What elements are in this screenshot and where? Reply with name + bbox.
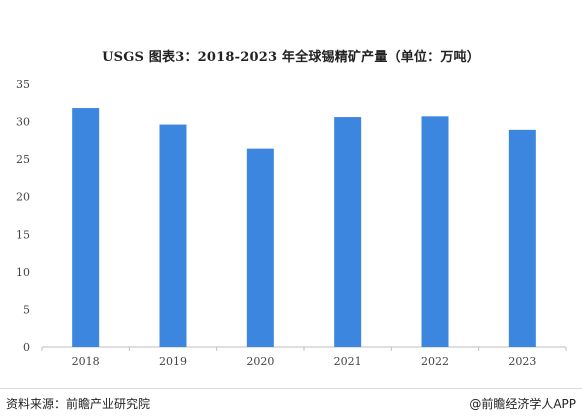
y-tick-label: 20 — [16, 191, 30, 204]
bar-2020 — [246, 148, 274, 347]
x-tick-label: 2019 — [159, 355, 187, 368]
y-tick-label: 10 — [16, 266, 30, 279]
bar-2018 — [72, 108, 100, 347]
chart-title: USGS 图表3：2018-2023 年全球锡精矿产量（单位：万吨） — [102, 50, 480, 65]
y-tick-label: 25 — [16, 153, 30, 166]
x-tick-label: 2023 — [508, 355, 536, 368]
bars — [72, 108, 536, 347]
bar-2023 — [508, 129, 536, 347]
y-tick-label: 35 — [16, 78, 30, 91]
y-tick-label: 0 — [23, 341, 30, 354]
bar-2021 — [334, 117, 362, 347]
x-tick-label: 2021 — [334, 355, 362, 368]
bar-2019 — [159, 124, 187, 347]
footer: 资料来源：前瞻产业研究院 @前瞻经济学人APP — [0, 388, 582, 416]
x-tick-label: 2018 — [72, 355, 100, 368]
x-tick-label: 2020 — [246, 355, 274, 368]
y-axis: 0 5 10 15 20 25 30 35 — [16, 78, 30, 354]
credit-note: @前瞻经济学人APP — [469, 397, 576, 411]
y-tick-label: 30 — [16, 116, 30, 129]
x-axis: 2018 2019 2020 2021 2022 2023 — [41, 346, 567, 368]
y-tick-label: 15 — [16, 228, 30, 241]
bar-2022 — [421, 116, 449, 347]
x-tick-label: 2022 — [421, 355, 449, 368]
source-note: 资料来源：前瞻产业研究院 — [6, 397, 151, 411]
y-tick-label: 5 — [23, 303, 30, 316]
